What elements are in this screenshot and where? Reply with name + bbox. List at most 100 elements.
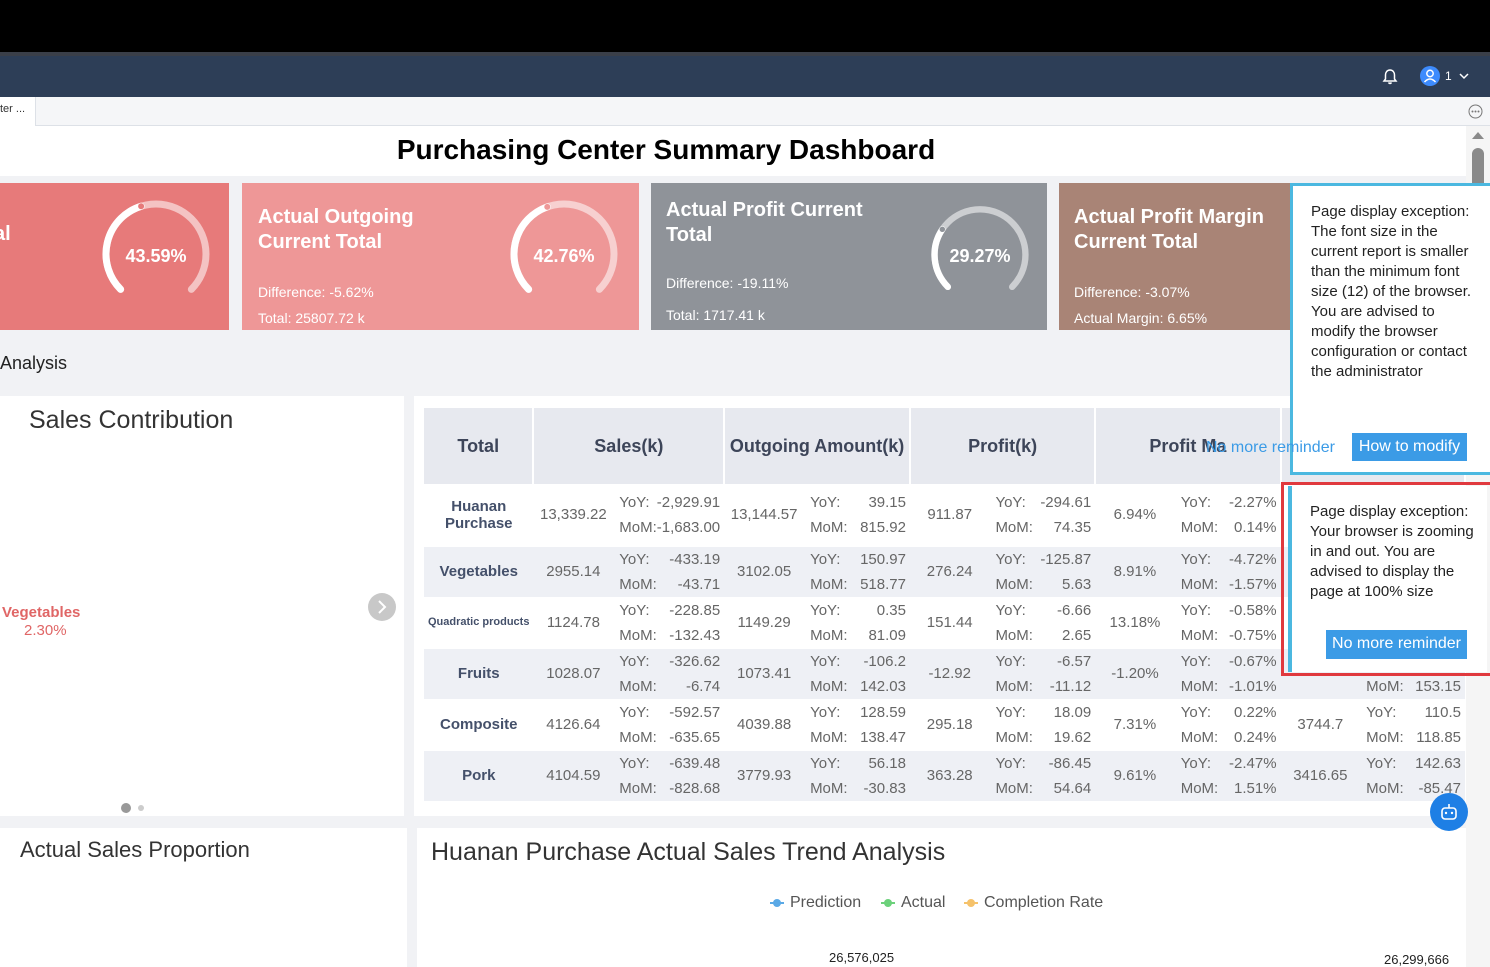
scroll-up-arrow[interactable] (1472, 132, 1484, 139)
mom-value: 5.63 (1061, 575, 1092, 593)
kpi-margin: Actual Margin: 6.65% (1074, 310, 1208, 326)
gauge-chart (102, 200, 210, 293)
cell-yoy-mom: YoY: 128.59 MoM: 138.47 (804, 699, 910, 751)
table-row[interactable]: Composite 4126.64 YoY: -592.57 MoM: -635.65 40… (424, 699, 1465, 751)
yoy-value: -2.27% (1229, 493, 1277, 511)
mom-label: MoM: (1180, 626, 1219, 644)
kpi-title: Actual Profit Margin Current Total (1074, 206, 1265, 253)
gauge-marker (544, 203, 551, 210)
yoy-value: 0.35 (876, 601, 906, 619)
gauge-chart (510, 200, 618, 293)
carousel-next-button[interactable] (368, 593, 396, 621)
cell-yoy-mom: YoY: -592.57 MoM: -635.65 (613, 699, 725, 751)
cell-yoy-mom: YoY: -228.85 MoM: -132.43 (613, 597, 725, 649)
assistant-fab-button[interactable] (1430, 793, 1468, 831)
tab-report[interactable]: ter ... (0, 97, 36, 126)
gauge-value: 43.59% (125, 246, 187, 266)
yoy-label: YoY: (619, 703, 650, 721)
mom-label: MoM: (1366, 779, 1404, 797)
yoy-value: -4.72% (1229, 550, 1277, 568)
legend-actual[interactable]: Actual (881, 894, 945, 912)
no-more-reminder-link[interactable]: No more reminder (1206, 439, 1335, 456)
yoy-line: YoY: -6.57 (989, 649, 1095, 674)
yoy-line: YoY: -4.72% (1175, 547, 1281, 572)
mom-value: -132.43 (669, 626, 721, 644)
cell-value: 13.18% (1095, 597, 1175, 649)
yoy-label: YoY: (995, 550, 1026, 568)
title-bar: Purchasing Center Summary Dashboard (0, 126, 1466, 176)
cell-value: 295.18 (909, 699, 990, 751)
row-name: Fruits (424, 648, 534, 700)
gauge-fill (102, 202, 145, 293)
cell-yoy-mom: YoY: -125.87 MoM: 5.63 (989, 546, 1096, 598)
row-name: Huanan Purchase (424, 484, 534, 547)
carousel-dot-active[interactable] (121, 803, 131, 813)
zoom-warning-popup: Page display exception: Your browser is … (1288, 486, 1487, 672)
data-label: 26,299,666 (1384, 952, 1450, 967)
table-row[interactable]: Pork 4104.59 YoY: -639.48 MoM: -828.68 3779.93… (424, 750, 1465, 802)
yoy-value: -0.58% (1229, 601, 1277, 619)
mom-line: MoM: -1,683.00 (613, 515, 724, 540)
bell-icon[interactable] (1381, 68, 1399, 86)
yoy-line: YoY: -0.67% (1175, 649, 1281, 674)
mom-value: -6.74 (685, 677, 721, 695)
panel-title: Sales Contribution (29, 406, 234, 434)
cell-yoy-mom: YoY: 110.5 MoM: 118.85 (1360, 699, 1465, 751)
cell-yoy-mom: YoY: -2,929.91 MoM: -1,683.00 (613, 484, 725, 547)
mom-label: MoM: (810, 677, 848, 695)
cell-yoy-mom: YoY: -326.62 MoM: -6.74 (613, 648, 725, 700)
mom-line: MoM: 138.47 (804, 725, 910, 750)
legend-prediction[interactable]: Prediction (770, 894, 861, 912)
header-profit-margin: Profit Ma (1095, 408, 1282, 484)
yoy-line: YoY: 0.35 (804, 598, 910, 623)
yoy-line: YoY: 150.97 (804, 547, 910, 572)
yoy-line: YoY: -86.45 (989, 751, 1095, 776)
yoy-value: -6.66 (1056, 601, 1092, 619)
mom-line: MoM: -1.57% (1175, 572, 1281, 597)
yoy-label: YoY: (995, 754, 1026, 772)
yoy-line: YoY: -125.87 (989, 547, 1095, 572)
cell-yoy-mom: YoY: 142.63 MoM: -85.47 (1360, 750, 1465, 802)
cell-value: 4039.88 (724, 699, 805, 751)
more-options-icon[interactable] (1468, 104, 1483, 119)
cell-yoy-mom: YoY: -86.45 MoM: 54.64 (989, 750, 1096, 802)
yoy-label: YoY: (619, 754, 650, 772)
yoy-label: YoY: (810, 754, 841, 772)
mom-value: -43.71 (677, 575, 721, 593)
mom-line: MoM: -828.68 (613, 776, 724, 801)
header-total: Total (424, 408, 535, 484)
yoy-value: -125.87 (1040, 550, 1092, 568)
carousel-dot[interactable] (138, 805, 144, 811)
cell-yoy-mom: YoY: 56.18 MoM: -30.83 (804, 750, 910, 802)
yoy-value: -592.57 (669, 703, 721, 721)
mom-value: 81.09 (868, 626, 906, 644)
user-avatar-icon[interactable] (1420, 66, 1440, 86)
kpi-difference: Difference: -3.07% (1074, 284, 1190, 300)
table-row[interactable]: Quadratic products 1124.78 YoY: -228.85 MoM:… (424, 597, 1465, 649)
cell-value: 2955.14 (533, 546, 614, 598)
yoy-value: -639.48 (669, 754, 721, 772)
mom-label: MoM: (810, 728, 848, 746)
yoy-label: YoY: (810, 550, 841, 568)
yoy-line: YoY: -0.58% (1175, 598, 1281, 623)
cell-value: 1028.07 (533, 648, 614, 700)
chevron-down-icon[interactable] (1458, 70, 1470, 82)
yoy-value: 150.97 (860, 550, 906, 568)
mom-line: MoM: 81.09 (804, 623, 910, 648)
user-count[interactable]: 1 (1445, 69, 1452, 83)
cell-value: -12.92 (909, 648, 990, 700)
gauge-marker (138, 203, 145, 210)
legend-completion-rate[interactable]: Completion Rate (964, 894, 1103, 912)
mom-line: MoM: 0.24% (1175, 725, 1281, 750)
mom-value: 54.64 (1053, 779, 1092, 797)
mom-line: MoM: 2.65 (989, 623, 1095, 648)
how-to-modify-button[interactable]: How to modify (1352, 433, 1467, 461)
tab-label: ter ... (0, 103, 26, 115)
table-row[interactable]: Vegetables 2955.14 YoY: -433.19 MoM: -43.71 31… (424, 546, 1465, 598)
panel-title: Actual Sales Proportion (20, 837, 250, 862)
yoy-value: 56.18 (868, 754, 906, 772)
mom-value: -635.65 (669, 728, 721, 746)
no-more-reminder-button[interactable]: No more reminder (1326, 630, 1467, 659)
cell-yoy-mom: YoY: -6.66 MoM: 2.65 (989, 597, 1096, 649)
yoy-line: YoY: -2.27% (1175, 490, 1281, 515)
